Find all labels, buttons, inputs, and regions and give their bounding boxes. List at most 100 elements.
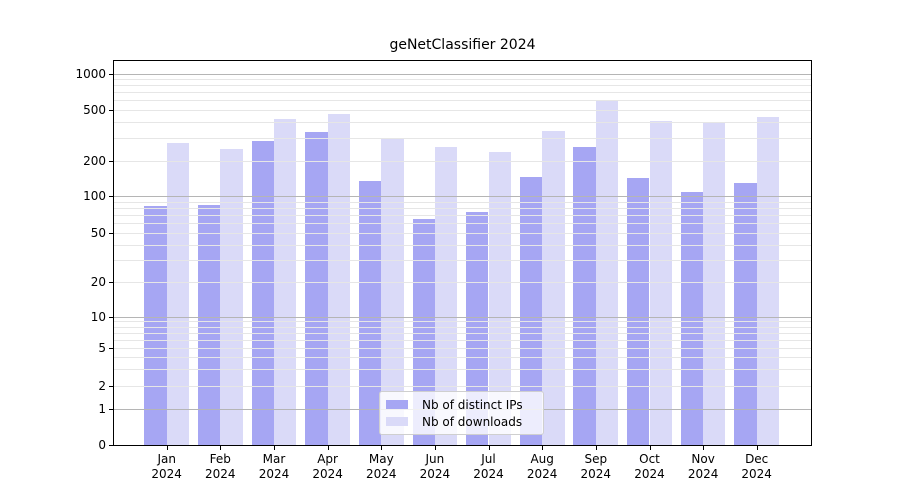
gridline-minor [114, 215, 811, 216]
gridline-minor [114, 223, 811, 225]
bar-downloads [756, 116, 780, 445]
gridline-minor [114, 233, 811, 234]
bar-downloads [595, 101, 619, 445]
y-tick-label: 200 [83, 153, 106, 168]
y-tick-mark [109, 316, 113, 318]
legend-swatch-distinct-ips [386, 400, 408, 409]
x-tick-label: Nov 2024 [687, 452, 719, 481]
gridline-major [114, 73, 811, 75]
x-tick-mark [220, 446, 222, 450]
y-tick-mark [109, 233, 113, 234]
bar-distinct-ips [412, 219, 435, 445]
bar-distinct-ips [144, 205, 167, 445]
gridline-minor [114, 260, 811, 261]
y-tick-label: 100 [83, 189, 106, 203]
bar-distinct-ips [573, 146, 596, 445]
legend-item: Nb of distinct IPs [386, 396, 535, 413]
grid-layer [114, 60, 811, 445]
gridline-major [114, 316, 811, 318]
gridline-minor [114, 348, 811, 349]
left-spine [113, 60, 114, 446]
legend: Nb of distinct IPs Nb of downloads [379, 391, 544, 435]
y-tick-mark [109, 160, 113, 162]
y-tick-mark [109, 110, 113, 111]
y-tick-mark [109, 281, 113, 283]
bar-downloads [434, 147, 458, 445]
y-tick-label: 0 [98, 438, 106, 452]
y-tick-mark [109, 348, 113, 349]
gridline-minor [114, 244, 811, 246]
bars-layer [114, 60, 811, 445]
y-tick-label: 2 [98, 378, 106, 393]
bar-downloads [703, 122, 726, 445]
legend-label: Nb of downloads [422, 414, 523, 429]
bar-distinct-ips [734, 183, 757, 445]
gridline-minor [114, 92, 811, 94]
bottom-spine [113, 445, 812, 446]
x-tick-label: Dec 2024 [741, 452, 772, 481]
bar-distinct-ips [627, 178, 650, 445]
y-tick-label: 500 [83, 103, 106, 117]
x-tick-label: Jun 2024 [419, 452, 451, 481]
bar-downloads [327, 114, 350, 445]
x-tick-mark [595, 446, 597, 450]
x-tick-label: Feb 2024 [205, 452, 236, 481]
x-tick-mark [166, 446, 168, 450]
x-tick-label: Sep 2024 [580, 452, 612, 481]
y-tick-mark [109, 385, 113, 387]
x-tick-label: Jan 2024 [151, 452, 182, 481]
gridline-minor [114, 332, 811, 334]
y-tick-mark [109, 445, 113, 446]
x-tick-label: Jul 2024 [473, 452, 504, 481]
y-tick-label: 20 [90, 274, 106, 289]
bar-downloads [488, 151, 511, 445]
gridline-minor [114, 339, 811, 341]
x-tick-mark [274, 446, 275, 450]
y-tick-mark [109, 196, 113, 197]
legend-label: Nb of distinct IPs [422, 397, 523, 412]
legend-item: Nb of downloads [386, 413, 535, 430]
bar-downloads [542, 131, 565, 445]
x-tick-label: May 2024 [366, 452, 397, 481]
gridline-minor [114, 207, 811, 209]
x-tick-label: Mar 2024 [258, 452, 290, 481]
x-tick-mark [542, 446, 544, 450]
gridline-minor [114, 110, 811, 111]
y-tick-mark [109, 408, 113, 410]
y-tick-label: 1000 [75, 66, 106, 81]
bar-distinct-ips [519, 177, 543, 445]
bar-distinct-ips [680, 192, 704, 445]
gridline-minor [114, 79, 811, 80]
gridline-minor [114, 321, 811, 323]
x-tick-mark [703, 446, 705, 450]
x-tick-label: Aug 2024 [526, 452, 558, 481]
x-tick-label: Oct 2024 [634, 452, 665, 481]
y-tick-label: 50 [90, 226, 106, 240]
gridline-minor [114, 100, 811, 102]
bar-downloads [220, 149, 243, 445]
gridline-minor [114, 368, 811, 370]
x-tick-label: Apr 2024 [312, 452, 343, 481]
y-tick-mark [109, 73, 113, 75]
x-tick-mark [488, 446, 490, 450]
y-tick-label: 10 [90, 309, 106, 324]
y-tick-label: 1 [98, 401, 106, 416]
gridline-minor [114, 385, 811, 387]
plot-area [114, 60, 811, 445]
gridline-minor [114, 281, 811, 283]
bar-distinct-ips [197, 204, 221, 445]
x-tick-mark [756, 446, 758, 450]
x-tick-mark [649, 446, 651, 450]
x-tick-mark [434, 446, 436, 450]
gridline-minor [114, 138, 811, 140]
gridline-minor [114, 326, 811, 328]
bar-distinct-ips [466, 212, 489, 445]
bar-distinct-ips [358, 181, 382, 445]
x-tick-mark [327, 446, 329, 450]
gridline-minor [114, 201, 811, 203]
gridline-minor [114, 122, 811, 124]
gridline-minor [114, 357, 811, 359]
x-tick-mark [381, 446, 383, 450]
top-spine [113, 60, 812, 61]
